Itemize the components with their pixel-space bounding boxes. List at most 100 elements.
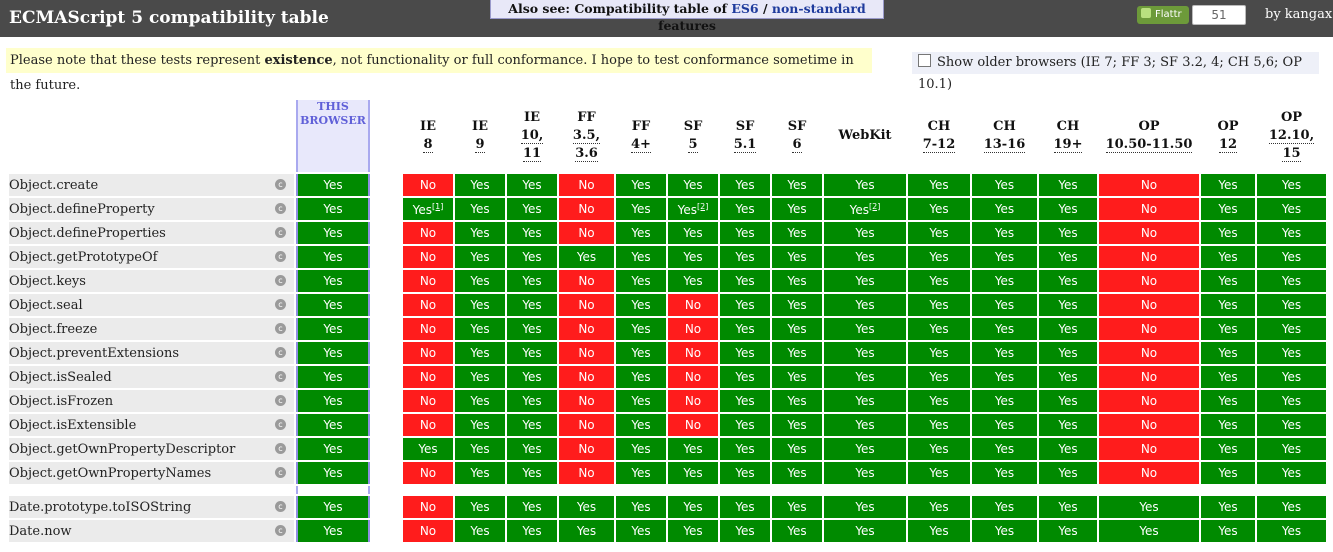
result-cell-ch19: Yes — [1039, 496, 1097, 518]
result-value: No — [1140, 298, 1158, 312]
feature-name-cell: Date.now c — [9, 520, 294, 542]
result-value: Yes — [683, 442, 703, 456]
footnote-link[interactable]: [2] — [697, 201, 709, 211]
column-header-sf5[interactable]: SF 5 — [668, 100, 718, 172]
footnote-link[interactable]: [1] — [432, 201, 444, 211]
result-value: Yes — [683, 466, 703, 480]
non-standard-link[interactable]: non-standard — [771, 1, 866, 16]
result-cell-sf5: Yes — [668, 222, 718, 244]
result-cell-ie8: No — [403, 270, 453, 292]
table-row: Date.now c Yes No Yes Yes Yes Yes Yes Yes Yes Yes Ye… — [9, 520, 1326, 542]
result-cell-op1050: No — [1099, 198, 1199, 220]
table-row: Object.defineProperties c Yes No Yes Yes No Yes… — [9, 222, 1326, 244]
result-cell-sf6: Yes — [772, 520, 822, 542]
result-value: Yes — [735, 418, 755, 432]
column-header-line: 3.5, — [572, 128, 601, 144]
c-icon[interactable]: c — [275, 299, 286, 310]
result-value: Yes — [787, 202, 807, 216]
result-cell-ch13: Yes — [972, 294, 1037, 316]
column-header-sf51[interactable]: SF 5.1 — [720, 100, 770, 172]
column-header-line: BROWSER — [300, 114, 366, 127]
column-header-ff4[interactable]: FF 4+ — [616, 100, 666, 172]
result-cell-sf51: Yes — [720, 246, 770, 268]
column-header-this: THIS BROWSER — [296, 100, 370, 172]
result-cell-op1210: Yes — [1257, 318, 1326, 340]
result-value: Yes — [855, 524, 875, 538]
result-value: Yes — [1218, 524, 1238, 538]
c-icon[interactable]: c — [275, 443, 286, 454]
result-cell-sf6: Yes — [772, 496, 822, 518]
result-value: Yes — [994, 226, 1015, 240]
result-value: No — [578, 370, 595, 384]
c-icon[interactable]: c — [275, 501, 286, 512]
c-icon[interactable]: c — [275, 347, 286, 358]
c-icon[interactable]: c — [275, 179, 286, 190]
column-header-line: 13-16 — [983, 137, 1026, 153]
result-value: Yes — [470, 442, 490, 456]
result-cell-ie10: Yes — [507, 294, 557, 316]
result-value: Yes — [1139, 524, 1159, 538]
result-value: Yes — [1218, 298, 1238, 312]
c-icon[interactable]: c — [275, 371, 286, 382]
flattr-button[interactable]: Flattr — [1137, 6, 1189, 24]
result-value: Yes — [1281, 178, 1302, 192]
result-cell-this: Yes — [296, 462, 370, 484]
result-value: No — [1140, 178, 1158, 192]
column-header-line: 3.6 — [575, 146, 598, 162]
result-value: Yes — [631, 346, 651, 360]
older-browsers-checkbox[interactable] — [918, 54, 931, 67]
result-value: Yes — [994, 250, 1015, 264]
column-header-line: 9 — [475, 137, 485, 153]
result-cell-ie8: No — [403, 390, 453, 412]
result-cell-ie10: Yes — [507, 496, 557, 518]
c-icon[interactable]: c — [275, 275, 286, 286]
result-cell-sf6: Yes — [772, 366, 822, 388]
c-icon[interactable]: c — [275, 419, 286, 430]
column-header-ie9[interactable]: IE 9 — [455, 100, 505, 172]
column-header-webkit[interactable]: WebKit — [824, 100, 906, 172]
result-cell-ch19: Yes — [1039, 342, 1097, 364]
show-older-browsers-toggle[interactable]: Show older browsers (IE 7; FF 3; SF 3.2,… — [912, 52, 1319, 92]
es6-link[interactable]: ES6 — [731, 1, 759, 16]
column-header-ff35[interactable]: FF 3.5, 3.6 — [559, 100, 614, 172]
c-icon[interactable]: c — [275, 525, 286, 536]
column-header-op12[interactable]: OP 12 — [1201, 100, 1255, 172]
c-icon[interactable]: c — [275, 323, 286, 334]
c-icon[interactable]: c — [275, 227, 286, 238]
c-icon[interactable]: c — [275, 251, 286, 262]
result-cell-ch7: Yes — [908, 496, 970, 518]
column-header-ie10[interactable]: IE 10, 11 — [507, 100, 557, 172]
result-value: Yes — [929, 500, 949, 514]
result-value: Yes — [470, 226, 490, 240]
result-cell-ie8: No — [403, 462, 453, 484]
result-value: No — [684, 298, 702, 312]
column-header-line: OP — [1217, 119, 1239, 134]
result-value: Yes — [470, 370, 490, 384]
column-header-ch13[interactable]: CH 13-16 — [972, 100, 1037, 172]
result-cell-ff4: Yes — [616, 462, 666, 484]
result-cell-op12: Yes — [1201, 414, 1255, 436]
column-header-ch19[interactable]: CH 19+ — [1039, 100, 1097, 172]
spacer — [372, 496, 401, 518]
result-cell-ff35: No — [559, 390, 614, 412]
c-icon[interactable]: c — [275, 467, 286, 478]
c-icon[interactable]: c — [275, 395, 286, 406]
result-cell-sf5: No — [668, 390, 718, 412]
result-value: Yes — [1218, 202, 1238, 216]
column-header-op1050[interactable]: OP 10.50-11.50 — [1099, 100, 1199, 172]
result-cell-ch19: Yes — [1039, 438, 1097, 460]
column-header-op1210[interactable]: OP 12.10, 15 — [1257, 100, 1326, 172]
result-value: Yes — [994, 322, 1015, 336]
c-icon[interactable]: c — [275, 203, 286, 214]
result-cell-op12: Yes — [1201, 294, 1255, 316]
footnote-link[interactable]: [2] — [869, 201, 881, 211]
column-header-ie8[interactable]: IE 8 — [403, 100, 453, 172]
result-value: Yes — [1058, 418, 1078, 432]
result-value: Yes — [522, 250, 542, 264]
feature-name: Object.keys — [9, 273, 86, 289]
column-header-ch7[interactable]: CH 7-12 — [908, 100, 970, 172]
column-header-sf6[interactable]: SF 6 — [772, 100, 822, 172]
feature-name-cell: Object.seal c — [9, 294, 294, 316]
result-cell-this: Yes — [296, 174, 370, 196]
result-value: Yes — [522, 226, 542, 240]
